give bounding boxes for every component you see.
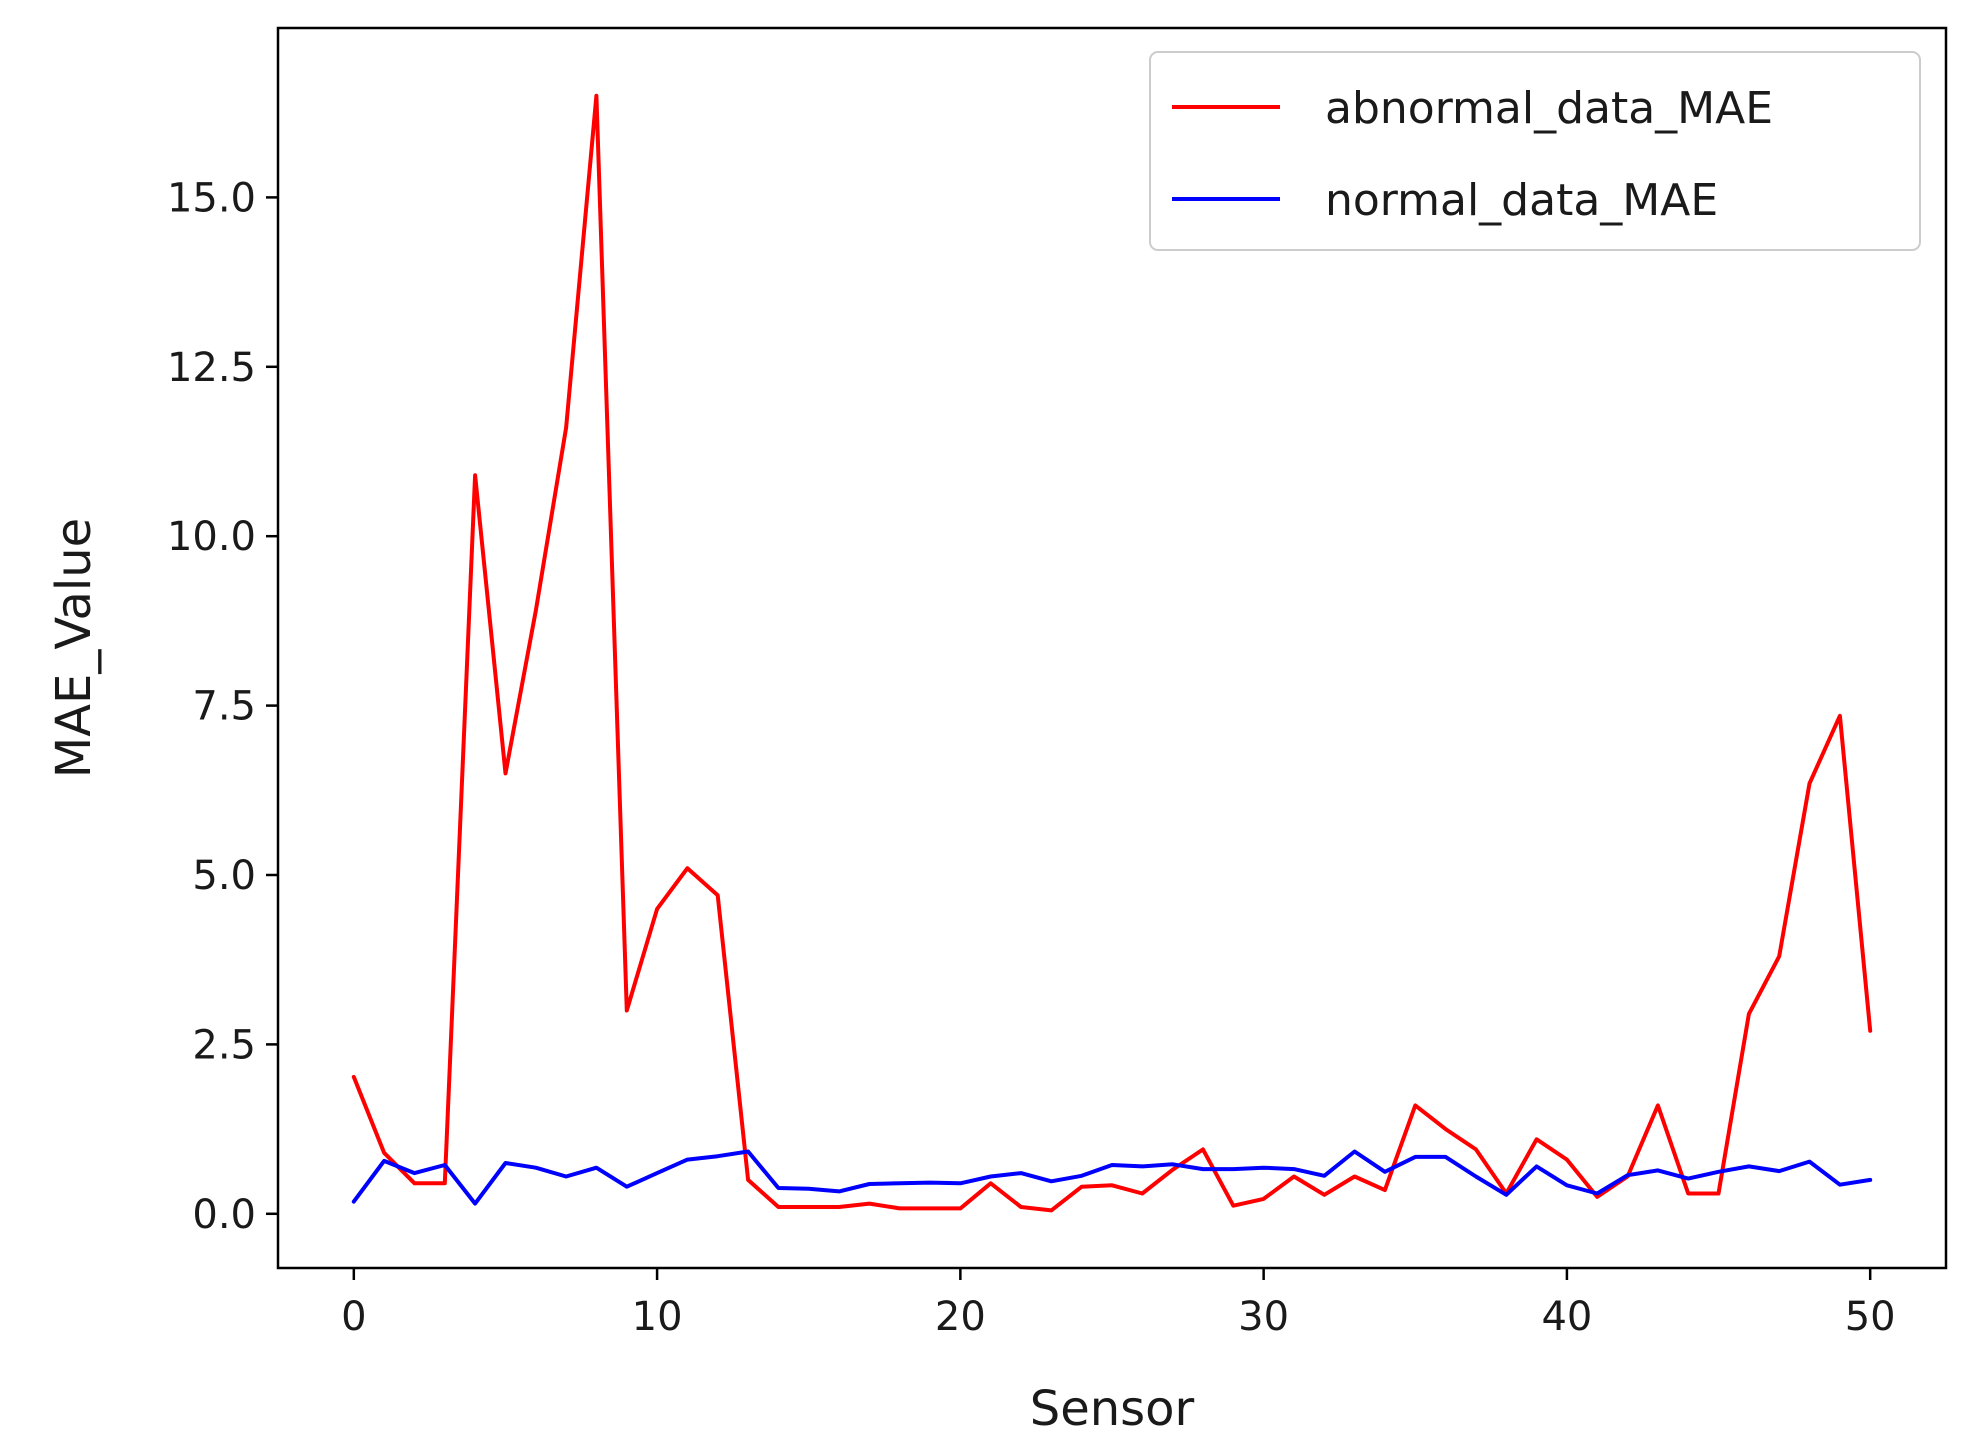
y-tick-label: 5.0: [192, 853, 256, 899]
plot-area: [351, 93, 1873, 1213]
y-tick-label: 0.0: [192, 1192, 256, 1238]
y-axis-title: MAE_Value: [46, 518, 102, 778]
x-tick-label: 20: [935, 1294, 986, 1340]
x-axis-title: Sensor: [1030, 1381, 1195, 1437]
plot-frame: [276, 26, 1948, 1270]
x-tick-label: 40: [1541, 1294, 1592, 1340]
y-tick-label: 12.5: [167, 345, 256, 391]
legend-label: abnormal_data_MAE: [1325, 83, 1773, 134]
y-tick-label: 2.5: [192, 1022, 256, 1068]
x-tick-label: 30: [1238, 1294, 1289, 1340]
x-tick-label: 10: [632, 1294, 683, 1340]
y-tick-label: 7.5: [192, 684, 256, 730]
x-tick-label: 0: [341, 1294, 366, 1340]
legend-label: normal_data_MAE: [1325, 175, 1718, 226]
legend-box: [1149, 51, 1921, 251]
series-line-normal-data-mae: [351, 1149, 1873, 1206]
axes: 0 10 20 30 40 50 0.0 2.5 5.0 7.5 10.0 12.5 15.0: [167, 26, 1948, 1340]
legend: abnormal_data_MAE normal_data_MAE: [1149, 51, 1921, 251]
x-tick-label: 50: [1845, 1294, 1896, 1340]
y-tick-label: 15.0: [167, 175, 256, 221]
y-tick-label: 10.0: [167, 514, 256, 560]
